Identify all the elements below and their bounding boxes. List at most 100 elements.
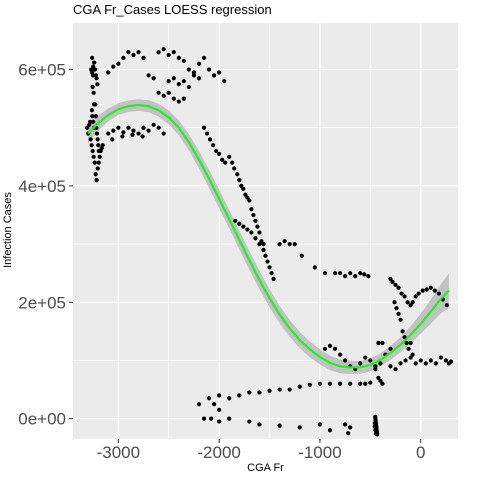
- data-point: [88, 119, 93, 125]
- data-point: [201, 416, 207, 421]
- data-point: [176, 99, 181, 104]
- data-point: [130, 132, 135, 137]
- data-point: [322, 271, 328, 276]
- data-point: [380, 381, 385, 386]
- data-point: [249, 207, 254, 212]
- data-point: [91, 154, 96, 159]
- data-point: [196, 401, 202, 407]
- x-tick-label: -3000: [97, 443, 140, 462]
- data-point: [251, 212, 256, 218]
- data-point: [121, 130, 126, 135]
- data-point: [317, 381, 323, 386]
- data-point: [161, 93, 166, 98]
- data-point: [372, 421, 378, 426]
- data-point: [245, 227, 250, 232]
- data-point: [94, 177, 99, 183]
- data-point: [204, 131, 210, 136]
- data-point: [363, 381, 368, 386]
- data-point: [96, 143, 101, 148]
- data-point: [373, 367, 378, 372]
- data-point: [206, 396, 212, 401]
- data-point: [372, 424, 377, 429]
- data-point: [403, 358, 408, 363]
- data-point: [186, 67, 192, 72]
- data-point: [337, 381, 343, 386]
- data-point: [241, 186, 246, 191]
- x-axis-label: CGA Fr: [247, 462, 284, 474]
- data-point: [222, 79, 227, 84]
- data-point: [181, 96, 186, 101]
- data-point: [297, 425, 302, 430]
- data-point: [265, 259, 270, 264]
- data-point: [261, 247, 266, 253]
- data-point: [317, 422, 323, 427]
- data-point: [388, 364, 393, 369]
- data-point: [116, 61, 121, 66]
- data-point: [186, 84, 192, 90]
- data-point: [373, 428, 378, 433]
- x-tick-label: 0: [416, 443, 425, 462]
- data-point: [241, 224, 246, 229]
- data-point: [406, 346, 411, 351]
- data-point: [247, 419, 252, 424]
- data-point: [299, 253, 304, 258]
- data-point: [232, 166, 237, 171]
- data-point: [398, 317, 403, 322]
- data-point: [211, 73, 217, 78]
- data-point: [176, 55, 181, 61]
- data-point: [217, 151, 222, 157]
- data-point: [136, 131, 141, 136]
- data-point: [96, 160, 101, 165]
- data-point: [255, 224, 260, 229]
- data-point: [106, 131, 111, 136]
- data-point: [131, 128, 136, 133]
- data-point: [211, 401, 217, 407]
- data-point: [405, 300, 410, 305]
- data-point: [161, 131, 166, 136]
- data-point: [217, 407, 222, 413]
- data-point: [396, 285, 401, 290]
- data-point: [396, 311, 401, 317]
- data-point: [93, 172, 98, 177]
- data-point: [201, 125, 207, 130]
- data-point: [166, 79, 171, 84]
- data-point: [388, 346, 393, 351]
- data-point: [90, 113, 95, 119]
- data-point: [376, 340, 381, 346]
- data-point: [89, 143, 94, 148]
- y-axis-ticks: 0e+00 2e+05 4e+05 6e+05: [18, 61, 73, 429]
- data-point: [97, 154, 102, 159]
- data-point: [368, 380, 373, 385]
- x-axis-ticks: -3000 -2000 -1000 0: [97, 439, 425, 462]
- data-point: [282, 239, 287, 244]
- data-point: [402, 294, 407, 299]
- data-point: [227, 416, 232, 421]
- data-point: [327, 343, 333, 349]
- data-point: [227, 154, 232, 159]
- data-point: [398, 361, 403, 366]
- y-axis-label: Infection Cases: [2, 192, 14, 268]
- data-point: [267, 388, 272, 393]
- data-point: [373, 414, 378, 419]
- data-point: [416, 291, 421, 296]
- data-point: [90, 148, 95, 154]
- data-point: [171, 76, 176, 81]
- data-point: [96, 148, 101, 154]
- data-point: [343, 358, 348, 363]
- data-point: [373, 364, 378, 369]
- y-tick-label: 6e+05: [18, 61, 66, 80]
- data-point: [95, 166, 100, 171]
- data-point: [257, 241, 262, 247]
- data-point: [400, 329, 405, 334]
- data-point: [201, 55, 207, 61]
- data-point: [237, 221, 242, 226]
- data-point: [428, 285, 433, 290]
- data-point: [95, 137, 100, 142]
- data-point: [156, 49, 161, 55]
- data-point: [92, 160, 97, 165]
- data-point: [217, 393, 222, 398]
- data-point: [448, 359, 454, 364]
- data-point: [373, 431, 378, 436]
- data-point: [91, 119, 96, 125]
- data-point: [161, 47, 166, 52]
